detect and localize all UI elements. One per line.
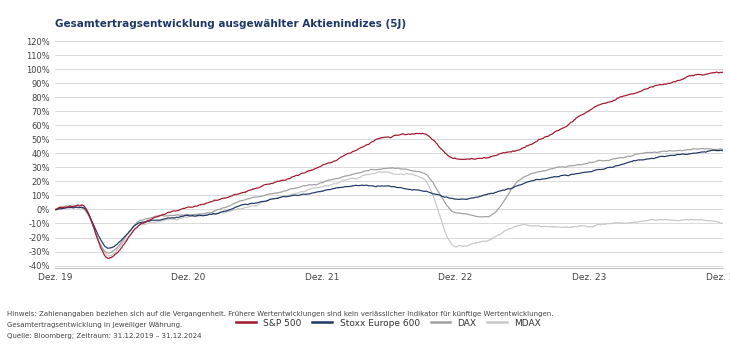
Text: Hinweis: Zahlenangaben beziehen sich auf die Vergangenheit. Frühere Wertentwickl: Hinweis: Zahlenangaben beziehen sich auf… (7, 311, 554, 317)
Text: Gesamtertragsentwicklung in jeweiliger Währung.: Gesamtertragsentwicklung in jeweiliger W… (7, 322, 182, 328)
Text: Gesamtertragsentwicklung ausgewählter Aktienindizes (5J): Gesamtertragsentwicklung ausgewählter Ak… (55, 20, 406, 30)
Text: Quelle: Bloomberg; Zeitraum: 31.12.2019 – 31.12.2024: Quelle: Bloomberg; Zeitraum: 31.12.2019 … (7, 333, 201, 339)
Legend: S&P 500, Stoxx Europe 600, DAX, MDAX: S&P 500, Stoxx Europe 600, DAX, MDAX (233, 315, 545, 331)
